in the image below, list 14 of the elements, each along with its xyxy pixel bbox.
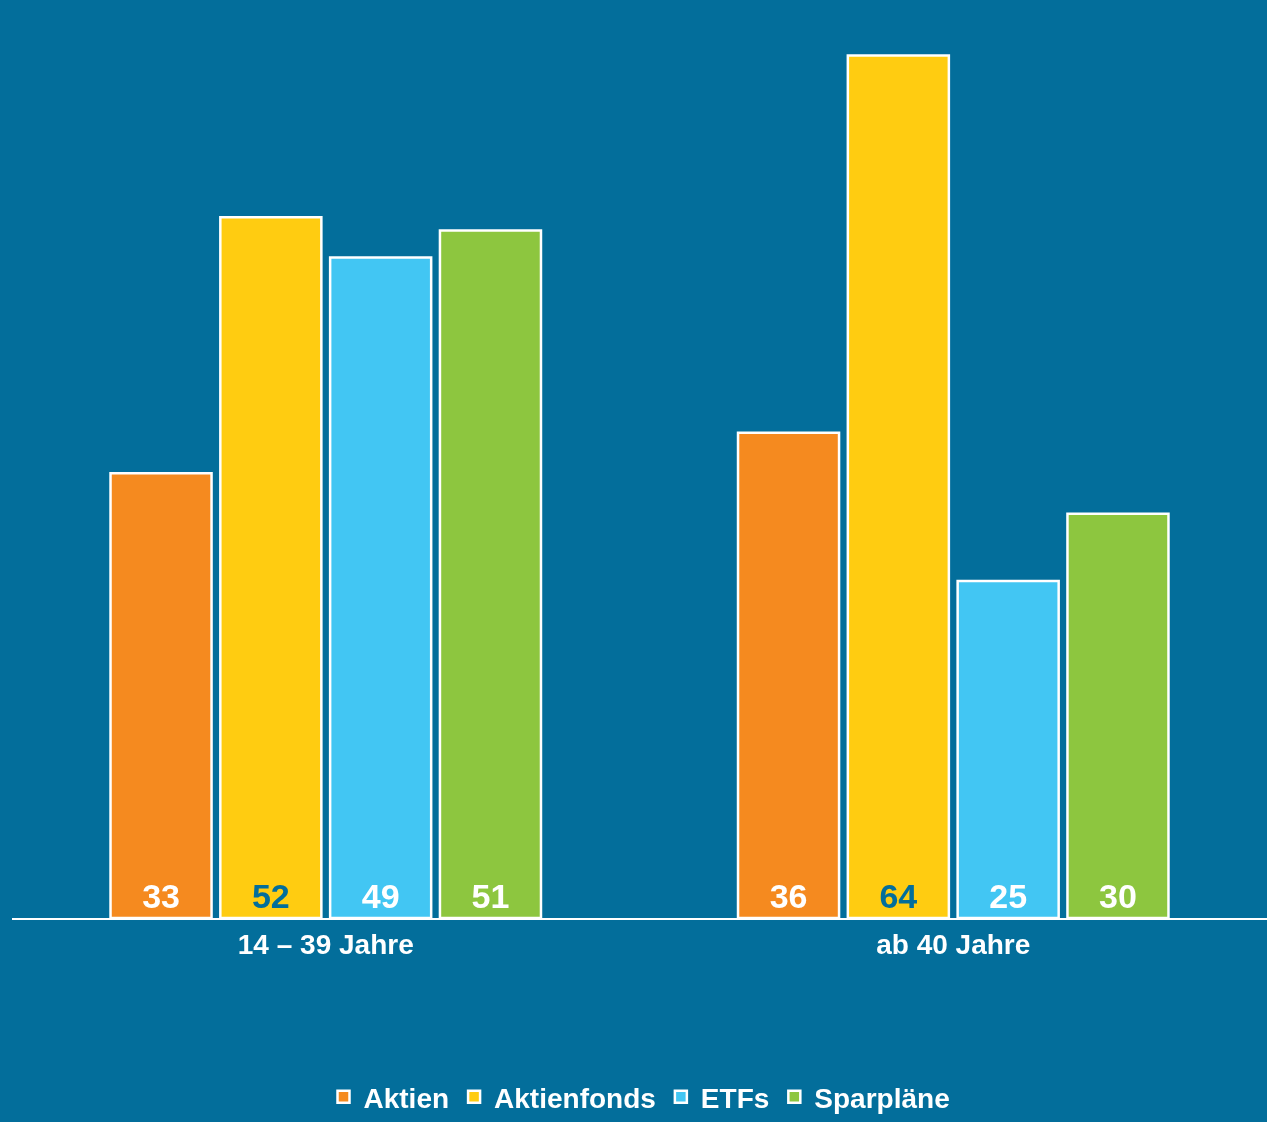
data-label: 33 [142,877,180,915]
legend-label: Aktien [363,1082,450,1114]
data-label: 30 [1099,877,1137,915]
data-label: 36 [769,877,808,915]
data-label: 51 [471,877,510,915]
data-label: 49 [361,877,400,915]
x-tick-label: 14 – 39 Jahre [237,928,414,960]
legend-label: ETFs [700,1082,770,1114]
data-label: 64 [879,877,918,915]
data-label: 52 [251,877,290,915]
legend-label: Sparpläne [814,1082,950,1114]
legend-label: Aktienfonds [494,1082,656,1114]
data-label: 25 [989,877,1028,915]
x-tick-label: ab 40 Jahre [876,928,1031,960]
